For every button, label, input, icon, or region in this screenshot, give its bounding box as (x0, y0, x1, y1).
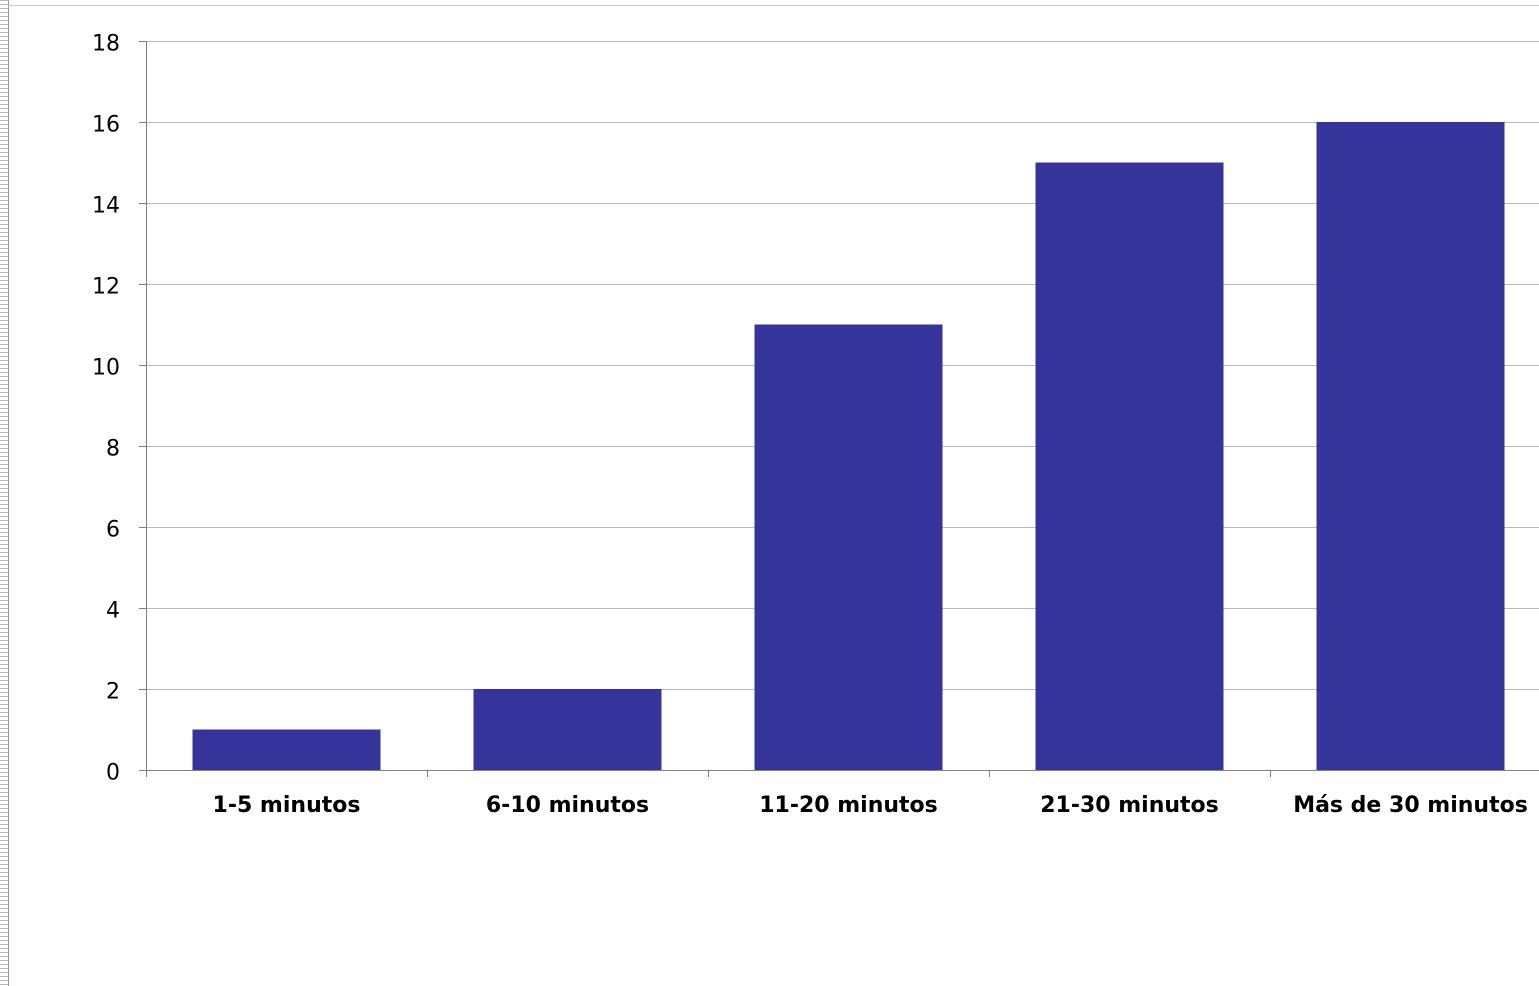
bar (192, 729, 381, 770)
frame-dashed-border (0, 0, 8, 986)
x-tick-label: 21-30 minutos (1040, 793, 1219, 818)
bar (1035, 162, 1224, 770)
frame-top-line (8, 5, 1539, 6)
y-tick-label: 12 (92, 275, 120, 300)
y-tick-labels: 0 2 4 6 8 10 12 14 16 18 (92, 32, 120, 786)
y-tick-label: 8 (106, 437, 120, 462)
x-tick-label: 6-10 minutos (486, 793, 649, 818)
x-tick-label: Más de 30 minutos (1293, 793, 1528, 818)
y-tick-label: 18 (92, 32, 120, 57)
bar (754, 324, 943, 770)
y-tick-label: 14 (92, 194, 120, 219)
y-tick-label: 0 (106, 761, 120, 786)
bars (192, 122, 1505, 770)
x-tick-labels: 1-5 minutos 6-10 minutos 11-20 minutos 21-3… (213, 793, 1528, 818)
x-tick-label: 1-5 minutos (213, 793, 361, 818)
y-tick-label: 4 (106, 599, 120, 624)
y-tick-label: 2 (106, 680, 120, 705)
x-tick-label: 11-20 minutos (759, 793, 938, 818)
bar (1316, 122, 1505, 770)
y-tick-label: 16 (92, 113, 120, 138)
bar (473, 689, 662, 770)
axes (139, 41, 1539, 777)
y-tick-label: 6 (106, 518, 120, 543)
y-tick-label: 10 (92, 356, 120, 381)
frame-left-line (8, 0, 9, 986)
